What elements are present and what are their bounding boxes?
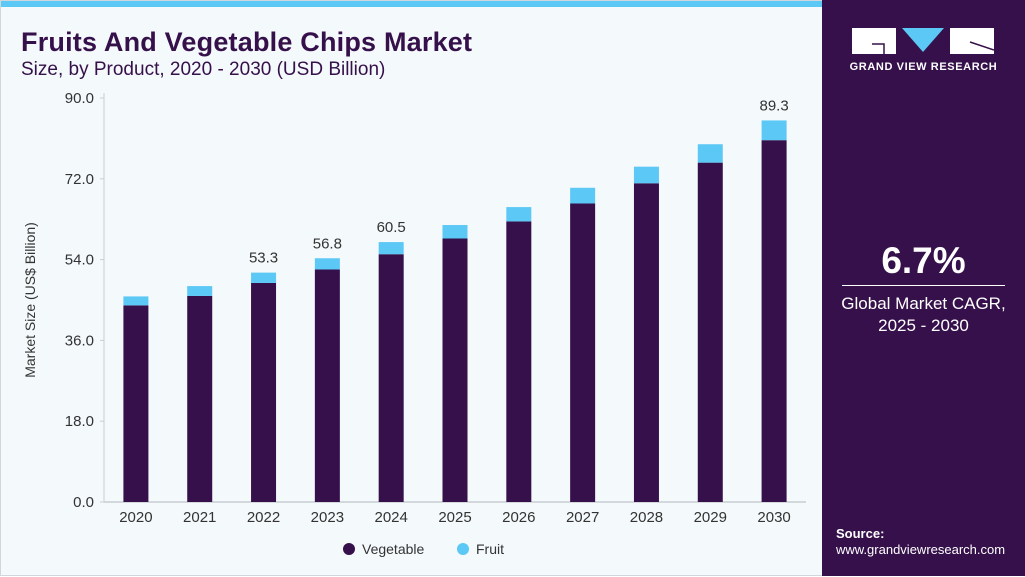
x-tick-label: 2024	[374, 509, 407, 526]
x-tick-label: 2025	[438, 509, 471, 526]
bar-vegetable-2020	[123, 305, 149, 502]
data-label-2023: 56.8	[313, 235, 342, 252]
x-tick-label: 2021	[183, 509, 216, 526]
y-tick-label: 90.0	[65, 90, 94, 107]
bar-fruit-2020	[123, 296, 149, 306]
legend-marker-fruit	[457, 543, 469, 555]
bar-vegetable-2027	[570, 203, 596, 502]
bar-vegetable-2025	[442, 238, 468, 502]
bar-vegetable-2029	[697, 162, 723, 502]
bar-fruit-2024	[378, 242, 404, 255]
x-tick-label: 2020	[119, 509, 152, 526]
bar-fruit-2022	[251, 272, 277, 283]
x-tick-label: 2029	[694, 509, 727, 526]
legend-label-vegetable: Vegetable	[362, 541, 424, 557]
divider	[842, 285, 1005, 286]
cagr-value: 6.7%	[881, 240, 966, 281]
bar-vegetable-2022	[251, 282, 277, 502]
x-tick-label: 2022	[247, 509, 280, 526]
chart-title: Fruits And Vegetable Chips Market	[21, 27, 473, 57]
bar-fruit-2027	[570, 187, 596, 204]
legend-label-fruit: Fruit	[476, 541, 504, 557]
bar-fruit-2028	[633, 166, 659, 184]
x-tick-label: 2027	[566, 509, 599, 526]
data-label-2022: 53.3	[249, 250, 278, 267]
brand-name: GRAND VIEW RESEARCH	[849, 61, 998, 73]
bar-vegetable-2028	[633, 183, 659, 503]
y-tick-label: 18.0	[65, 413, 94, 430]
bar-fruit-2023	[314, 258, 340, 270]
y-axis-label: Market Size (US$ Billion)	[22, 222, 38, 378]
chart-plot: 0.0 18.0 36.0 54.0 72.0 90.0 Market Size (US$ …	[22, 90, 806, 557]
cagr-label-line1: Global Market CAGR,	[841, 294, 1006, 313]
grand-view-research-logo	[852, 28, 994, 54]
bar-vegetable-2024	[378, 254, 404, 502]
chart-subtitle: Size, by Product, 2020 - 2030 (USD Billi…	[21, 59, 386, 80]
source-label: Source:	[836, 526, 885, 541]
y-tick-label: 0.0	[73, 494, 94, 511]
cagr-label: Global Market CAGR, 2025 - 2030	[822, 293, 1025, 337]
y-tick-label: 36.0	[65, 332, 94, 349]
legend-marker-vegetable	[343, 543, 355, 555]
accent-bar	[1, 1, 823, 7]
bar-vegetable-2023	[314, 269, 340, 502]
source-url[interactable]: www.grandviewresearch.com	[836, 542, 1006, 557]
x-tick-label: 2026	[502, 509, 535, 526]
bar-fruit-2025	[442, 225, 468, 239]
bar-fruit-2030	[761, 120, 787, 141]
data-label-2024: 60.5	[377, 219, 406, 236]
bar-vegetable-2021	[187, 295, 213, 502]
x-tick-label: 2030	[757, 509, 790, 526]
x-tick-label: 2023	[311, 509, 344, 526]
bar-fruit-2021	[187, 286, 213, 296]
y-tick-label: 54.0	[65, 252, 94, 269]
bar-vegetable-2026	[506, 221, 532, 502]
data-label-2030: 89.3	[759, 97, 788, 114]
bar-fruit-2029	[697, 144, 723, 163]
cagr-label-line2: 2025 - 2030	[878, 316, 969, 335]
x-tick-label: 2028	[630, 509, 663, 526]
y-tick-label: 72.0	[65, 171, 94, 188]
bar-fruit-2026	[506, 207, 532, 222]
info-panel: GRAND VIEW RESEARCH 6.7% Global Market C…	[822, 0, 1025, 576]
bar-vegetable-2030	[761, 140, 787, 502]
source: Source: www.grandviewresearch.com	[836, 526, 1005, 558]
